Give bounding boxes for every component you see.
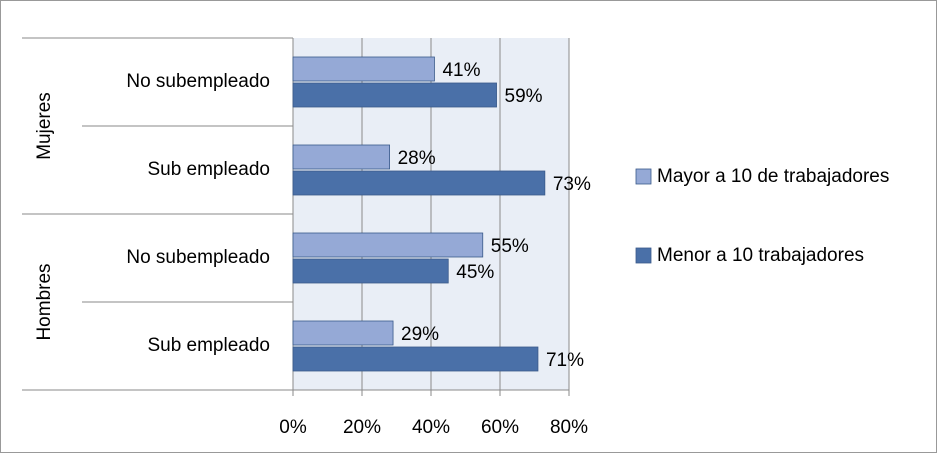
data-label: 73% (553, 174, 591, 195)
legend-label: Menor a 10 trabajadores (657, 245, 865, 266)
x-tick-label: 40% (412, 417, 450, 438)
x-tick-label: 20% (343, 417, 381, 438)
data-label: 55% (491, 236, 529, 257)
bar (292, 82, 497, 108)
legend-label: Mayor a 10 de trabajadores (657, 166, 890, 187)
category-label: Sub empleado (147, 159, 270, 180)
category-label: Sub empleado (147, 335, 270, 356)
bar (292, 56, 435, 82)
category-label: No subempleado (126, 247, 270, 268)
bar (292, 346, 539, 372)
bar (292, 170, 546, 196)
data-label: 59% (505, 86, 543, 107)
bar (292, 232, 484, 258)
category-label: No subempleado (126, 71, 270, 92)
data-label: 28% (398, 148, 436, 169)
data-label: 29% (401, 324, 439, 345)
x-tick-label: 60% (481, 417, 519, 438)
data-label: 71% (546, 350, 584, 371)
bar (292, 320, 394, 346)
group-label: Mujeres (34, 92, 55, 160)
bar (292, 144, 390, 170)
data-label: 45% (456, 262, 494, 283)
group-label: Hombres (34, 263, 55, 340)
legend-swatch (635, 247, 652, 264)
x-tick-label: 80% (550, 417, 588, 438)
legend-swatch (635, 168, 652, 185)
data-label: 41% (442, 60, 480, 81)
x-tick-label: 0% (279, 417, 307, 438)
bar (292, 258, 449, 284)
